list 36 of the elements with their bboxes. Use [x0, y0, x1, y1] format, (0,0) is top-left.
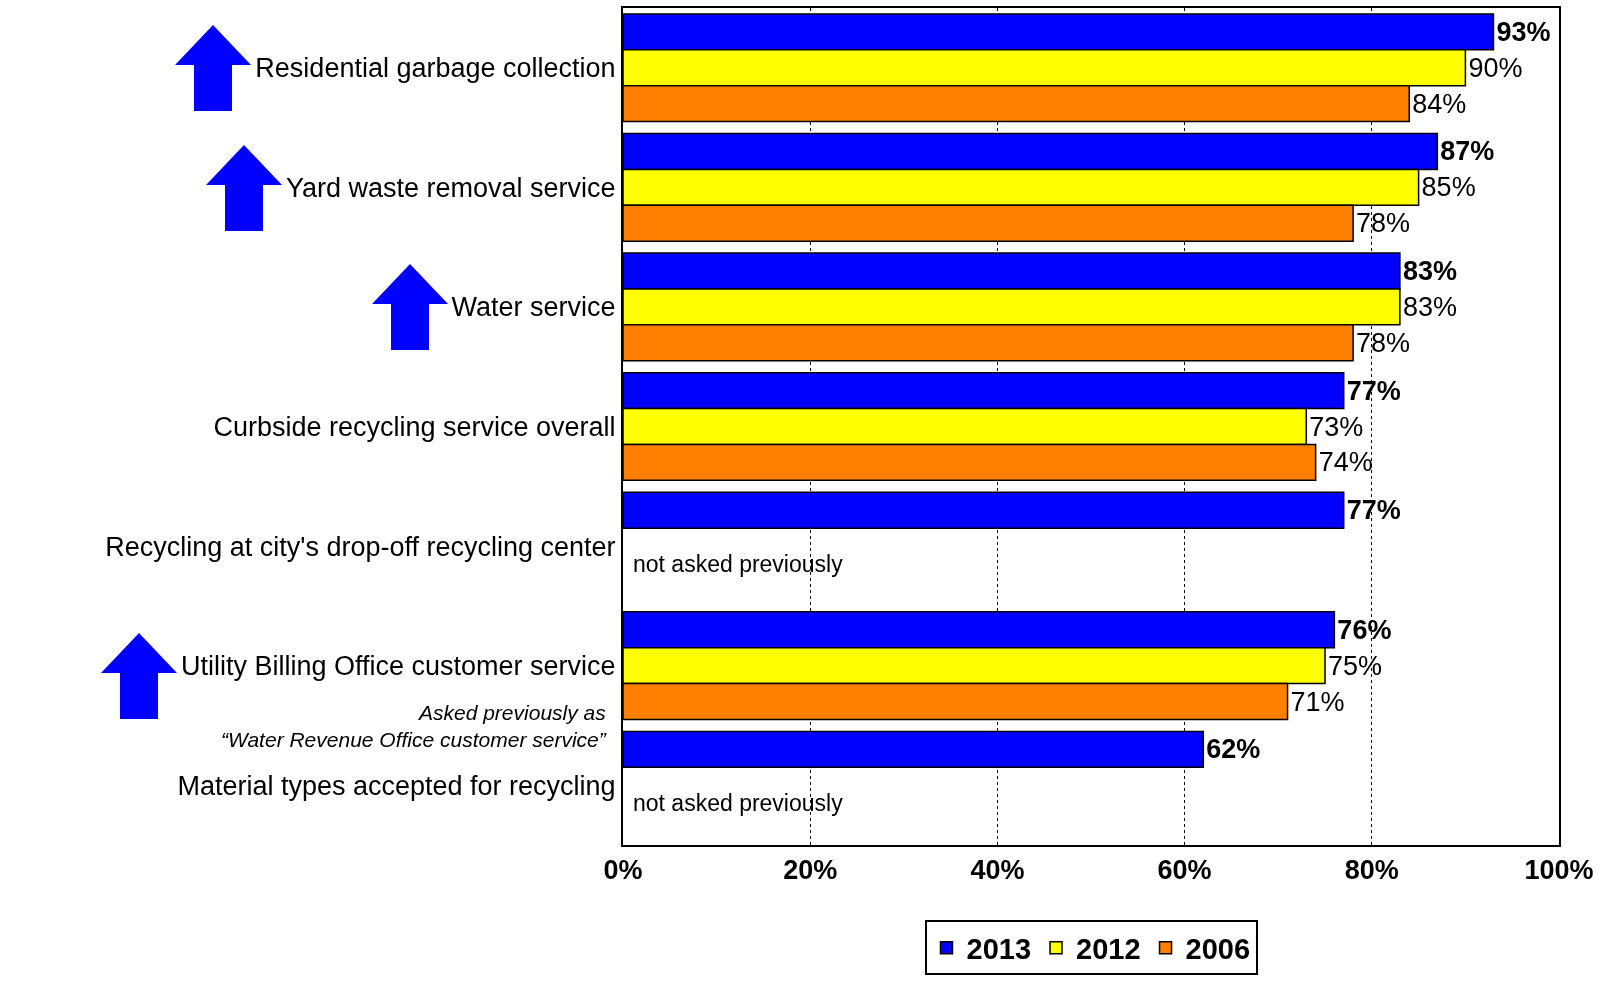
text: Asked previously as “Water Revenue Office customer service” — [221, 701, 607, 752]
data-label: 85% — [1421, 172, 1476, 203]
data-label: 73% — [1309, 411, 1364, 442]
x-tick-label: 40% — [970, 855, 1025, 886]
data-label: 76% — [1337, 614, 1392, 645]
y-tick-label: Residential garbage collection — [255, 53, 616, 84]
legend-label: 2006 — [1185, 932, 1251, 965]
data-label: 87% — [1440, 136, 1495, 167]
y-tick-label: Yard waste removal service — [285, 172, 616, 203]
y-tick-label: Utility Billing Office customer service — [180, 651, 616, 682]
legend-label: 2013 — [966, 932, 1032, 965]
data-label: 62% — [1206, 734, 1261, 765]
data-label: 83% — [1402, 256, 1457, 287]
x-tick-label: 100% — [1524, 855, 1594, 886]
y-tick-label: Curbside recycling service overall — [213, 411, 616, 442]
y-tick-label: Recycling at city's drop-off recycling center — [105, 531, 616, 562]
x-tick-label: 0% — [603, 855, 643, 886]
annotation: not asked previously — [633, 551, 844, 577]
data-label: 78% — [1356, 208, 1411, 239]
data-label: 77% — [1346, 375, 1401, 406]
data-label: 83% — [1402, 291, 1457, 322]
x-tick-label: 60% — [1157, 855, 1212, 886]
data-label: 78% — [1356, 327, 1411, 358]
data-label: 77% — [1346, 495, 1401, 526]
x-tick-label: 80% — [1344, 855, 1399, 886]
y-tick-label: Material types accepted for recycling — [177, 770, 616, 801]
x-tick-label: 20% — [783, 855, 838, 886]
data-label: 74% — [1318, 447, 1373, 478]
data-label: 93% — [1496, 16, 1551, 47]
data-label: 75% — [1328, 650, 1383, 681]
data-label: 84% — [1412, 88, 1467, 119]
y-tick-label: Water service — [451, 292, 616, 323]
annotation: not asked previously — [633, 790, 844, 816]
legend-label: 2012 — [1076, 932, 1141, 965]
data-label: 90% — [1468, 52, 1523, 83]
data-label: 71% — [1290, 686, 1345, 717]
